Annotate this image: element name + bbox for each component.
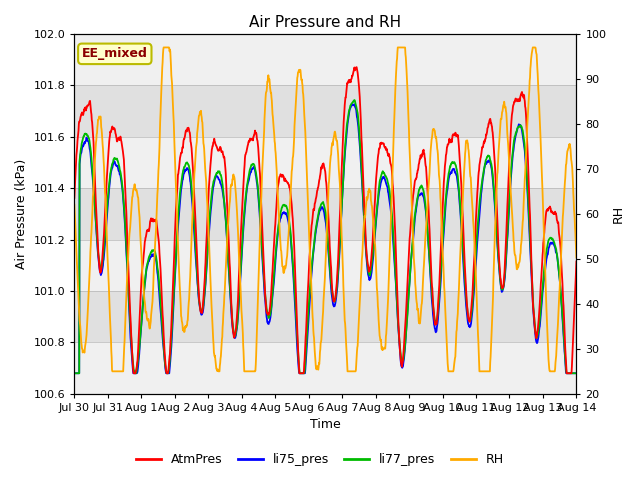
Y-axis label: RH: RH [612, 205, 625, 223]
Bar [74, 34, 577, 85]
Title: Air Pressure and RH: Air Pressure and RH [250, 15, 401, 30]
Bar [74, 240, 577, 291]
Bar [74, 342, 577, 394]
X-axis label: Time: Time [310, 419, 340, 432]
Legend: AtmPres, li75_pres, li77_pres, RH: AtmPres, li75_pres, li77_pres, RH [131, 448, 509, 471]
Text: EE_mixed: EE_mixed [82, 48, 148, 60]
Y-axis label: Air Pressure (kPa): Air Pressure (kPa) [15, 159, 28, 269]
Bar [74, 137, 577, 188]
